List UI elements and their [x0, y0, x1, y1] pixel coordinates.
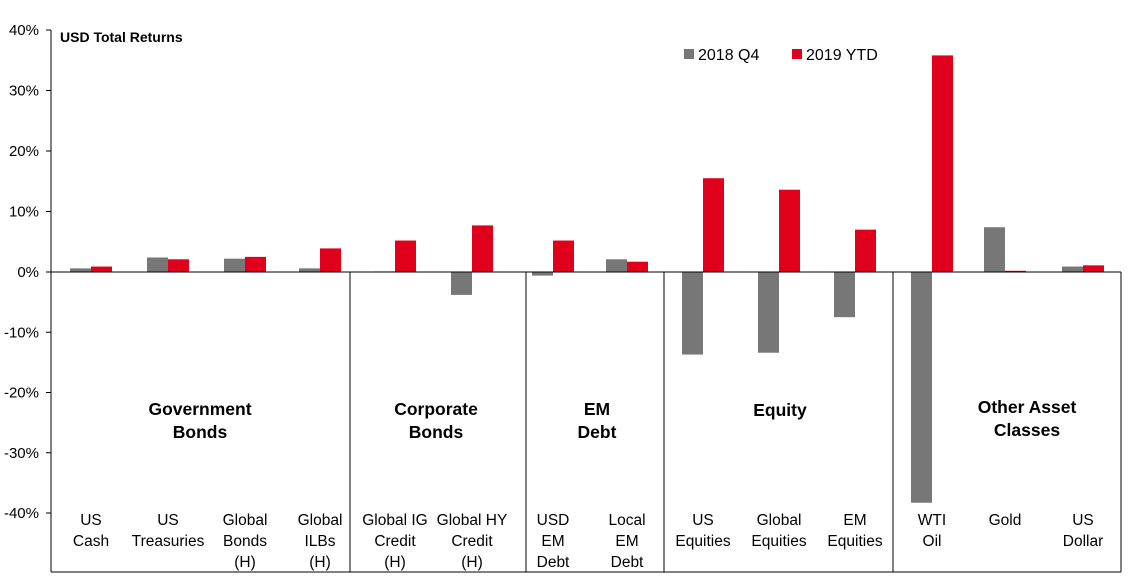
bar-2019-ytd-usd-em-debt	[553, 240, 574, 272]
category-label: EM	[541, 533, 564, 550]
axes: 40% 30% 20% 10% 0% -10% -20% -30% -40%	[4, 22, 1121, 572]
category-label: WTI	[918, 512, 946, 529]
bar-2018-q4-wti-oil	[911, 272, 932, 503]
y-tick-label: -20%	[4, 385, 39, 402]
category-label: (H)	[309, 554, 331, 571]
group-label-government-bonds: Bonds	[173, 422, 228, 442]
bar-2019-ytd-global-ig-credit-h	[395, 240, 416, 272]
bar-2019-ytd-global-hy-credit-h	[472, 225, 493, 272]
category-label: ILBs	[304, 533, 335, 550]
y-tick-label: 30%	[9, 83, 39, 100]
category-label: US	[80, 512, 102, 529]
category-label: (H)	[461, 554, 483, 571]
bar-2019-ytd-us-cash	[91, 266, 112, 272]
y-tick-label: -30%	[4, 445, 39, 462]
legend-swatch-2019-ytd	[792, 49, 802, 59]
group-label-em-debt: EM	[584, 399, 610, 419]
bar-2018-q4-em-equities	[834, 272, 855, 318]
category-label: EM	[843, 512, 866, 529]
category-label: (H)	[234, 554, 256, 571]
y-tick-label: 20%	[9, 143, 39, 160]
category-label: Equities	[751, 533, 806, 550]
bar-2019-ytd-global-bonds-h	[245, 256, 266, 272]
bar-2019-ytd-gold	[1005, 270, 1026, 272]
bar-2018-q4-us-treasuries	[147, 257, 168, 272]
y-tick-label: -10%	[4, 324, 39, 341]
bar-2018-q4-global-bonds-h	[224, 258, 245, 272]
category-label: Treasuries	[132, 533, 205, 550]
group-label-other-asset-classes: Classes	[994, 420, 1060, 440]
bar-2018-q4-us-equities	[682, 272, 703, 355]
category-label: (H)	[384, 554, 406, 571]
bar-2019-ytd-wti-oil	[932, 55, 953, 272]
y-tick-label: 40%	[9, 22, 39, 39]
category-label: USD	[537, 512, 570, 529]
bar-2018-q4-global-equities	[758, 272, 779, 353]
legend-label-2018-q4: 2018 Q4	[698, 47, 759, 64]
bar-2019-ytd-em-equities	[855, 229, 876, 272]
bar-2019-ytd-us-treasuries	[168, 259, 189, 272]
bars	[70, 55, 1104, 503]
bar-2019-ytd-local-em-debt	[627, 261, 648, 272]
category-label: Bonds	[223, 533, 267, 550]
group-label-corporate-bonds: Corporate	[394, 399, 478, 419]
bar-2018-q4-gold	[984, 227, 1005, 272]
category-label: US	[692, 512, 714, 529]
legend: 2018 Q4 2019 YTD	[684, 47, 878, 64]
category-label: Global	[223, 512, 268, 529]
group-label-other-asset-classes: Other Asset	[978, 397, 1077, 417]
group-label-equity: Equity	[753, 400, 807, 420]
y-tick-label: 10%	[9, 204, 39, 221]
legend-label-2019-ytd: 2019 YTD	[806, 47, 878, 64]
bar-2019-ytd-us-dollar	[1083, 265, 1104, 272]
group-dividers	[51, 272, 1122, 573]
legend-swatch-2018-q4	[684, 49, 694, 59]
category-label: EM	[615, 533, 638, 550]
group-label-em-debt: Debt	[578, 422, 617, 442]
bar-2018-q4-global-ilbs-h	[299, 268, 320, 272]
category-labels: US Cash US Treasuries Global Bonds (H) Global IL…	[73, 397, 1103, 571]
category-label: Gold	[989, 512, 1022, 529]
bar-2018-q4-global-hy-credit-h	[451, 272, 472, 295]
chart-title: USD Total Returns	[60, 29, 183, 45]
bar-2019-ytd-us-equities	[703, 178, 724, 272]
category-label: Global	[298, 512, 343, 529]
y-tick-label: 0%	[17, 264, 39, 281]
bar-2018-q4-us-cash	[70, 268, 91, 272]
bar-2018-q4-us-dollar	[1062, 266, 1083, 272]
category-label: Equities	[827, 533, 882, 550]
bar-2019-ytd-global-equities	[779, 189, 800, 272]
category-label: Global	[757, 512, 802, 529]
y-tick-label: -40%	[4, 505, 39, 522]
category-label: Credit	[374, 533, 416, 550]
category-label: Global HY	[437, 512, 508, 529]
bar-2018-q4-local-em-debt	[606, 259, 627, 272]
category-label: US	[1072, 512, 1094, 529]
category-label: Credit	[451, 533, 493, 550]
category-label: Global IG	[362, 512, 427, 529]
bar-2018-q4-usd-em-debt	[532, 272, 553, 276]
group-label-government-bonds: Government	[148, 399, 251, 419]
category-label: US	[157, 512, 179, 529]
group-label-corporate-bonds: Bonds	[409, 422, 464, 442]
category-label: Cash	[73, 533, 109, 550]
bar-2019-ytd-global-ilbs-h	[320, 248, 341, 272]
category-label: Equities	[675, 533, 730, 550]
category-label: Debt	[611, 554, 644, 571]
category-label: Debt	[537, 554, 570, 571]
category-label: Local	[608, 512, 645, 529]
category-label: Dollar	[1063, 533, 1103, 550]
category-label: Oil	[923, 533, 942, 550]
